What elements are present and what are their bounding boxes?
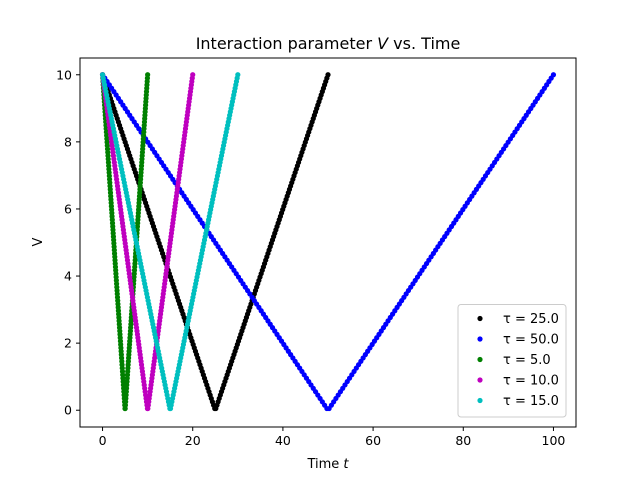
x-tick-label: 0 (99, 433, 107, 448)
plot-marks (99, 72, 557, 412)
legend-marker (477, 356, 483, 363)
legend-marker (477, 315, 483, 322)
legend-label: τ = 50.0 (503, 333, 559, 348)
x-axis-label: Time t (306, 457, 349, 472)
y-tick-label: 4 (64, 269, 72, 284)
legend-label: τ = 5.0 (503, 353, 551, 368)
x-tick-label: 60 (365, 433, 381, 448)
y-tick-label: 6 (64, 201, 72, 216)
x-tick-label: 40 (275, 433, 291, 448)
chart-title: Interaction parameter V vs. Time (196, 34, 461, 53)
series-4 (99, 72, 241, 412)
legend-marker (477, 336, 483, 342)
y-tick-label: 0 (64, 403, 72, 418)
x-tick-label: 80 (455, 433, 471, 448)
legend-label: τ = 10.0 (503, 374, 559, 389)
data-point (550, 72, 557, 78)
legend-label: τ = 15.0 (503, 394, 559, 409)
legend-box (457, 304, 567, 418)
plot-frame (79, 57, 577, 428)
y-tick-label: 10 (56, 67, 72, 82)
y-tick-label: 2 (64, 336, 72, 351)
data-point (235, 72, 241, 78)
legend-label: τ = 25.0 (503, 312, 559, 327)
legend-marker (477, 397, 483, 404)
data-point (325, 72, 331, 78)
legend-marker (477, 377, 483, 383)
data-point (145, 72, 151, 78)
x-tick-label: 20 (185, 433, 201, 448)
data-point (190, 72, 196, 78)
y-tick-label: 8 (64, 134, 72, 149)
legend: τ = 25.0 τ = 50.0 τ = 5.0 τ = 10.0 τ = 15.0 (457, 304, 567, 418)
x-tick-label: 100 (542, 433, 566, 448)
y-axis-label: V (31, 237, 46, 246)
axes: 0 20 40 60 80 100 0 2 4 6 8 10 (56, 67, 565, 448)
